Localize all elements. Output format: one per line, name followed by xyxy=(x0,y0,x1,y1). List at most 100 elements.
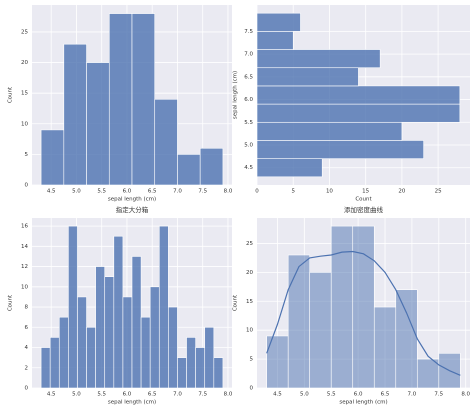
bar xyxy=(256,49,381,69)
y-tick-label: 25 xyxy=(21,29,28,35)
x-tick-label: 7.0 xyxy=(408,392,417,398)
bar xyxy=(395,289,418,389)
y-tick-label: 5.5 xyxy=(244,120,253,126)
bar xyxy=(256,85,461,105)
bar xyxy=(63,43,87,186)
x-tick-label: 4.5 xyxy=(47,189,56,195)
y-tick-label: 14 xyxy=(21,244,28,250)
y-axis-label: Count xyxy=(8,86,14,103)
y-axis-label: Count xyxy=(8,294,14,311)
x-tick-label: 15 xyxy=(362,189,369,195)
x-tick-label: 5.0 xyxy=(300,392,309,398)
y-tick-label: 15 xyxy=(246,299,253,305)
x-tick-label: 6.5 xyxy=(148,189,157,195)
x-tick-label: 4.5 xyxy=(47,392,56,398)
bar xyxy=(68,225,78,389)
bar xyxy=(256,121,403,141)
x-tick-label: 0 xyxy=(255,189,259,195)
x-tick-label: 7.5 xyxy=(434,392,443,398)
y-tick-label: 0 xyxy=(25,183,29,189)
y-tick-label: 10 xyxy=(21,284,28,290)
y-tick-label: 2 xyxy=(25,365,29,371)
bar xyxy=(287,254,311,389)
bar xyxy=(256,31,294,50)
chart-title: 添加密度曲线 xyxy=(344,205,384,214)
bar xyxy=(40,129,65,186)
bar xyxy=(140,316,151,389)
x-tick-label: 6.5 xyxy=(381,392,390,398)
bar xyxy=(77,296,87,389)
x-tick-label: 5.5 xyxy=(97,189,106,195)
bar xyxy=(199,147,224,186)
x-tick-label: 5.5 xyxy=(327,392,336,398)
bar xyxy=(330,225,354,389)
y-tick-label: 6 xyxy=(25,325,29,331)
y-tick-label: 0 xyxy=(25,386,29,392)
chart-title: 指定大分箱 xyxy=(116,205,149,214)
bar xyxy=(256,67,359,87)
y-tick-label: 10 xyxy=(21,121,28,127)
y-tick-label: 10 xyxy=(246,328,253,334)
y-tick-label: 20 xyxy=(21,60,28,66)
kde-line xyxy=(266,250,461,376)
bar xyxy=(195,347,206,389)
y-tick-label: 6.5 xyxy=(244,74,253,80)
y-tick-label: 5 xyxy=(250,357,254,363)
bar xyxy=(416,358,440,389)
y-tick-label: 20 xyxy=(246,270,253,276)
y-tick-label: 4 xyxy=(25,345,29,351)
y-tick-label: 4.5 xyxy=(244,165,253,171)
bar xyxy=(49,337,60,389)
bar xyxy=(131,256,142,389)
x-tick-label: 10 xyxy=(326,189,333,195)
bar xyxy=(158,225,169,389)
bar xyxy=(149,286,160,389)
x-tick-label: 7.0 xyxy=(173,392,182,398)
x-tick-label: 6.0 xyxy=(123,189,132,195)
y-tick-label: 16 xyxy=(21,224,28,230)
bar xyxy=(40,347,51,389)
y-axis-label: sepal length (cm) xyxy=(233,71,239,119)
bar xyxy=(352,225,375,389)
bar xyxy=(256,103,461,123)
x-axis-label: Count xyxy=(355,197,372,203)
y-axis-label: Count xyxy=(233,294,239,311)
x-tick-label: 20 xyxy=(398,189,405,195)
y-tick-label: 0 xyxy=(250,386,254,392)
bar xyxy=(86,326,96,389)
x-tick-label: 5 xyxy=(291,189,295,195)
bar xyxy=(177,154,201,186)
bar xyxy=(309,272,332,389)
x-tick-label: 5.0 xyxy=(72,189,81,195)
y-tick-label: 7.5 xyxy=(244,29,253,35)
x-tick-label: 7.5 xyxy=(198,392,207,398)
y-tick-label: 25 xyxy=(246,241,253,247)
bar xyxy=(95,266,106,389)
bar xyxy=(58,316,69,389)
bar xyxy=(186,337,196,389)
bar xyxy=(373,306,397,389)
bar xyxy=(86,62,110,186)
x-axis-label: sepal length (cm) xyxy=(108,400,156,406)
x-tick-label: 8.0 xyxy=(461,392,470,398)
x-tick-label: 7.5 xyxy=(198,189,207,195)
y-tick-label: 6.0 xyxy=(244,97,253,103)
x-axis-label: sepal length (cm) xyxy=(339,400,387,406)
y-tick-label: 15 xyxy=(21,91,28,97)
x-tick-label: 25 xyxy=(435,189,442,195)
x-tick-label: 8.0 xyxy=(224,189,233,195)
bar xyxy=(256,140,424,159)
x-tick-label: 7.0 xyxy=(173,189,182,195)
bar xyxy=(204,326,215,389)
y-tick-label: 5.0 xyxy=(244,143,253,149)
x-tick-label: 6.0 xyxy=(354,392,363,398)
x-tick-label: 5.5 xyxy=(97,392,106,398)
bar xyxy=(108,13,133,186)
x-tick-label: 6.5 xyxy=(148,392,157,398)
x-tick-label: 6.0 xyxy=(123,392,132,398)
x-tick-label: 4.5 xyxy=(273,392,282,398)
bar xyxy=(113,235,124,389)
x-axis-label: sepal length (cm) xyxy=(108,197,156,203)
bar xyxy=(168,306,178,389)
